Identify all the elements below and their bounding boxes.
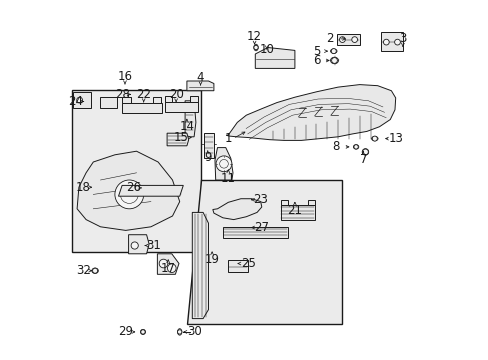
Text: 27: 27 — [254, 221, 269, 234]
Text: 13: 13 — [387, 132, 402, 145]
Circle shape — [92, 268, 98, 273]
Ellipse shape — [140, 329, 145, 334]
Ellipse shape — [371, 136, 377, 141]
Text: 12: 12 — [246, 30, 262, 42]
Polygon shape — [186, 81, 213, 91]
Circle shape — [330, 49, 336, 54]
Polygon shape — [307, 200, 314, 205]
Ellipse shape — [177, 329, 182, 335]
Circle shape — [167, 264, 176, 273]
Text: 28: 28 — [115, 88, 130, 101]
Text: 5: 5 — [312, 45, 320, 58]
Text: 25: 25 — [240, 257, 255, 270]
Ellipse shape — [330, 49, 336, 53]
Circle shape — [351, 37, 357, 42]
Polygon shape — [101, 97, 117, 108]
Circle shape — [141, 330, 145, 334]
Circle shape — [331, 58, 337, 63]
Circle shape — [362, 149, 367, 155]
Ellipse shape — [330, 57, 338, 64]
Polygon shape — [192, 212, 208, 319]
Polygon shape — [167, 133, 188, 146]
Circle shape — [177, 330, 182, 334]
Ellipse shape — [362, 149, 368, 155]
Polygon shape — [228, 260, 247, 272]
Polygon shape — [255, 48, 294, 68]
Polygon shape — [226, 85, 395, 140]
Text: 10: 10 — [259, 43, 274, 56]
Text: 31: 31 — [146, 239, 161, 252]
Text: 24: 24 — [68, 95, 82, 108]
Text: 18: 18 — [76, 181, 90, 194]
Circle shape — [115, 180, 143, 209]
Text: 17: 17 — [161, 262, 175, 275]
Circle shape — [339, 37, 345, 42]
Polygon shape — [122, 97, 131, 103]
Polygon shape — [165, 102, 197, 112]
Text: 29: 29 — [118, 325, 133, 338]
Polygon shape — [157, 254, 179, 274]
Polygon shape — [337, 34, 359, 45]
Text: 26: 26 — [126, 181, 141, 194]
Polygon shape — [280, 205, 314, 220]
Circle shape — [219, 159, 228, 168]
Polygon shape — [152, 97, 161, 103]
Text: 1: 1 — [224, 132, 232, 145]
Polygon shape — [73, 92, 91, 108]
Text: 9: 9 — [203, 151, 211, 164]
Ellipse shape — [353, 145, 358, 149]
Polygon shape — [185, 101, 196, 137]
Circle shape — [216, 156, 231, 172]
Polygon shape — [122, 103, 162, 113]
Text: 4: 4 — [197, 71, 204, 84]
Circle shape — [394, 39, 400, 45]
Polygon shape — [190, 96, 197, 102]
Text: 8: 8 — [331, 140, 339, 153]
Circle shape — [131, 242, 138, 249]
Circle shape — [383, 39, 388, 45]
Polygon shape — [128, 235, 149, 254]
Polygon shape — [381, 32, 402, 51]
Text: 32: 32 — [76, 264, 90, 277]
Polygon shape — [223, 227, 287, 238]
Text: 22: 22 — [136, 88, 151, 101]
Circle shape — [253, 45, 258, 50]
Polygon shape — [280, 200, 287, 205]
Circle shape — [159, 259, 167, 268]
Text: 21: 21 — [287, 204, 302, 217]
Text: 15: 15 — [174, 131, 188, 144]
Text: 14: 14 — [179, 120, 194, 133]
Text: 19: 19 — [204, 253, 219, 266]
Text: 20: 20 — [168, 88, 183, 101]
Polygon shape — [118, 185, 183, 196]
Ellipse shape — [253, 44, 258, 51]
Polygon shape — [186, 180, 341, 324]
Ellipse shape — [92, 268, 98, 274]
Text: 23: 23 — [253, 193, 267, 206]
Bar — [72, 90, 201, 252]
Circle shape — [353, 145, 358, 149]
Text: 6: 6 — [312, 54, 320, 67]
Text: 3: 3 — [398, 32, 406, 45]
Polygon shape — [204, 133, 213, 158]
Circle shape — [120, 185, 138, 203]
Text: 2: 2 — [326, 32, 333, 45]
Circle shape — [371, 136, 377, 141]
Polygon shape — [212, 199, 261, 220]
Text: 16: 16 — [117, 70, 132, 83]
Circle shape — [77, 97, 82, 103]
Text: 11: 11 — [221, 172, 235, 185]
Polygon shape — [215, 148, 232, 180]
Text: 7: 7 — [359, 153, 366, 166]
Polygon shape — [165, 96, 172, 102]
Text: 30: 30 — [186, 325, 201, 338]
Polygon shape — [77, 151, 179, 230]
